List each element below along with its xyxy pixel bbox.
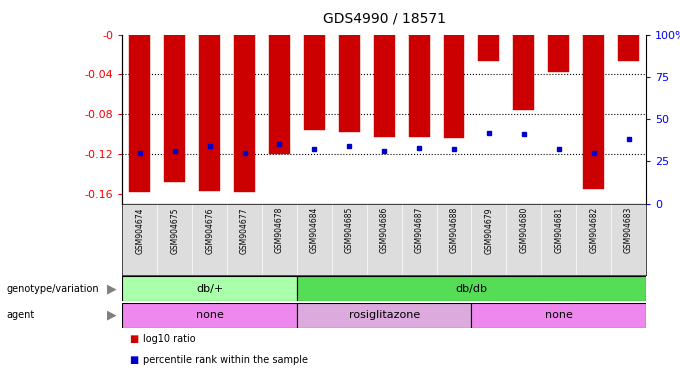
Text: GSM904683: GSM904683 <box>624 207 633 253</box>
Bar <box>199 35 220 190</box>
Text: GSM904678: GSM904678 <box>275 207 284 253</box>
Text: log10 ratio: log10 ratio <box>143 334 195 344</box>
Bar <box>548 35 569 72</box>
Text: none: none <box>196 310 224 320</box>
Text: GDS4990 / 18571: GDS4990 / 18571 <box>323 12 445 25</box>
Text: ▶: ▶ <box>107 309 117 321</box>
Text: GSM904679: GSM904679 <box>484 207 494 253</box>
Bar <box>165 35 185 182</box>
Text: GSM904681: GSM904681 <box>554 207 563 253</box>
Text: GSM904686: GSM904686 <box>379 207 389 253</box>
Bar <box>297 276 646 301</box>
Bar <box>479 35 499 61</box>
Bar <box>122 276 297 301</box>
Text: GSM904675: GSM904675 <box>170 207 180 253</box>
Text: GSM904674: GSM904674 <box>135 207 144 253</box>
Bar <box>297 303 471 328</box>
Bar <box>269 35 290 154</box>
Text: percentile rank within the sample: percentile rank within the sample <box>143 355 308 365</box>
Text: GSM904688: GSM904688 <box>449 207 458 253</box>
Text: ■: ■ <box>129 334 139 344</box>
Text: GSM904687: GSM904687 <box>415 207 424 253</box>
Bar <box>443 35 464 138</box>
Bar <box>471 303 646 328</box>
Text: genotype/variation: genotype/variation <box>7 284 99 294</box>
Bar <box>339 35 360 132</box>
Text: GSM904680: GSM904680 <box>520 207 528 253</box>
Bar <box>374 35 394 137</box>
Bar <box>304 35 325 130</box>
Text: GSM904676: GSM904676 <box>205 207 214 253</box>
Text: db/db: db/db <box>456 284 488 294</box>
Text: none: none <box>545 310 573 320</box>
Text: GSM904682: GSM904682 <box>589 207 598 253</box>
Text: db/+: db/+ <box>196 284 223 294</box>
Bar <box>129 35 150 192</box>
Text: rosiglitazone: rosiglitazone <box>349 310 420 320</box>
Bar <box>234 35 255 192</box>
Text: GSM904685: GSM904685 <box>345 207 354 253</box>
Bar <box>618 35 639 61</box>
Bar <box>122 303 297 328</box>
Text: GSM904677: GSM904677 <box>240 207 249 253</box>
Text: ■: ■ <box>129 355 139 365</box>
Text: agent: agent <box>7 310 35 320</box>
Bar <box>409 35 430 137</box>
Text: GSM904684: GSM904684 <box>310 207 319 253</box>
Bar <box>513 35 534 110</box>
Bar <box>583 35 604 189</box>
Text: ▶: ▶ <box>107 283 117 295</box>
